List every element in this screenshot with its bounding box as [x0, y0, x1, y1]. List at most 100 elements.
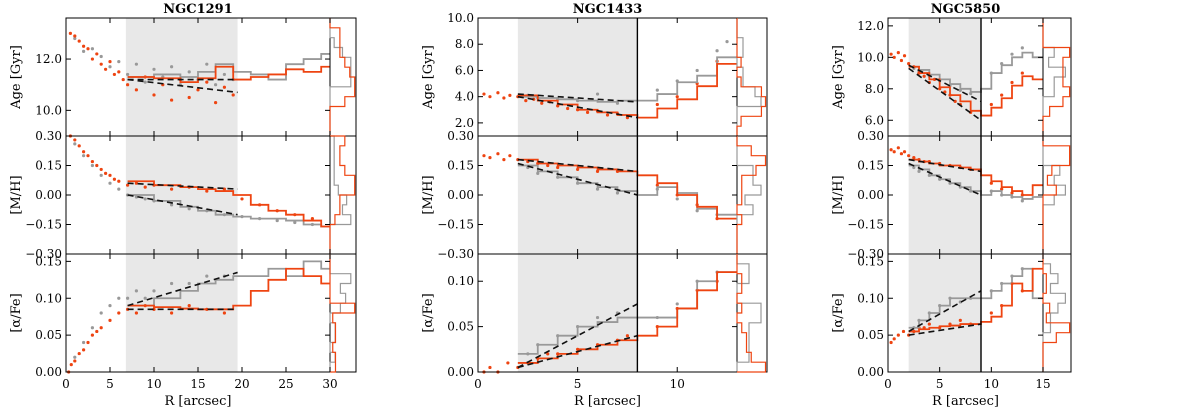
red-point [605, 113, 610, 117]
red-point [240, 197, 244, 201]
dashed-fit-line [908, 158, 982, 173]
gray-point [126, 296, 130, 300]
red-point [989, 102, 993, 107]
red-point [82, 348, 86, 352]
gray-point [82, 49, 86, 53]
gray-step-line [517, 271, 737, 355]
red-point [907, 154, 911, 158]
red-point [896, 51, 900, 55]
chart-panel-ngc5850: NGC5850 6.0 8.0 10.0 12.0 Age [Gyr] −0.30 −0.15… [831, 2, 1072, 409]
red-point [82, 44, 86, 48]
red-step-line [517, 62, 737, 119]
red-point [73, 359, 77, 363]
y-axis-label: [α/Fe] [9, 293, 24, 332]
gray-point [536, 171, 540, 175]
gray-point [187, 70, 191, 74]
y-tick-label: 12.0 [857, 19, 884, 33]
y-tick-label: 8.0 [455, 37, 474, 51]
dashed-fit-line [127, 194, 238, 216]
red-point [655, 183, 659, 187]
x-tick-label: 30 [322, 377, 337, 391]
dashed-fit-line [127, 182, 238, 190]
x-tick-label: 10 [146, 377, 161, 391]
y-tick-label: 0.15 [857, 254, 884, 268]
gray-point [187, 281, 191, 286]
red-point [546, 163, 550, 168]
gray-point [222, 72, 226, 77]
gray-step-line [517, 56, 737, 103]
subplot-row-1: −0.30 −0.15 0.00 0.15 0.30 [M/H] [421, 129, 768, 261]
y-tick-label: 0.30 [857, 129, 884, 143]
y-tick-label: −0.15 [437, 218, 474, 232]
gray-point [73, 36, 77, 41]
red-point [68, 31, 72, 35]
x-axis-label: R [arcsec] [932, 394, 999, 409]
red-point [566, 106, 570, 111]
red-step-line [908, 65, 1043, 117]
gray-histogram [736, 18, 762, 136]
dashed-fit-line [908, 64, 982, 103]
gray-point [99, 173, 103, 177]
y-tick-label: 0.00 [447, 365, 474, 379]
red-point [222, 311, 226, 315]
gray-point [82, 340, 86, 345]
subplot-row-1: −0.30 −0.15 0.00 0.15 0.30 [M/H] [831, 129, 1072, 261]
y-tick-label: 0.00 [857, 365, 884, 379]
gray-point [134, 195, 138, 199]
red-point [69, 363, 73, 367]
gray-point [1010, 52, 1014, 56]
red-point [77, 351, 81, 356]
red-point [892, 150, 896, 154]
red-point [187, 304, 191, 308]
chart-title: NGC1291 [163, 2, 233, 17]
red-point [73, 138, 77, 142]
red-point [108, 60, 112, 64]
y-tick-label: 0.30 [447, 129, 474, 143]
gray-point [675, 302, 679, 306]
gray-point [205, 62, 209, 66]
gray-histogram [736, 254, 762, 372]
red-step-line [127, 267, 330, 311]
gray-point [595, 92, 600, 96]
gray-point [90, 163, 94, 168]
x-tick-label: 20 [234, 377, 249, 391]
gray-point [715, 49, 719, 53]
gray-point [108, 181, 112, 185]
red-histogram [329, 254, 356, 373]
gray-point [1020, 199, 1024, 203]
y-tick-label: 0.10 [447, 274, 474, 288]
red-point [99, 326, 103, 330]
gray-point [170, 65, 174, 69]
y-tick-label: 0.00 [35, 365, 62, 379]
red-point [86, 154, 90, 158]
gray-histogram [1042, 254, 1066, 372]
red-point [585, 110, 590, 114]
dashed-fit-line [908, 323, 982, 336]
red-point [901, 329, 906, 334]
dashed-fit-line [908, 67, 982, 121]
gray-point [99, 54, 103, 59]
red-point [95, 329, 99, 334]
red-point [508, 93, 512, 97]
x-tick-label: 5 [936, 377, 944, 391]
red-point [134, 181, 138, 185]
subplot-row-0: 10.0 12.0 Age [Gyr] [9, 17, 357, 137]
y-tick-label: −0.30 [437, 247, 474, 261]
red-point [222, 187, 226, 191]
shaded-region [908, 254, 981, 372]
red-point [488, 95, 492, 99]
x-axis-label: R [arcsec] [574, 394, 641, 409]
red-point [104, 67, 108, 71]
red-histogram [1042, 136, 1071, 254]
subplot-row-2: 0.00 0.05 0.10 0.15 [α/Fe] [9, 253, 357, 379]
gray-step-line [127, 53, 330, 81]
dashed-fit-line [127, 78, 238, 94]
y-tick-label: 10.0 [447, 11, 474, 25]
y-tick-label: 0.05 [857, 328, 884, 342]
red-point [508, 154, 512, 158]
y-axis-label: Age [Gyr] [421, 45, 436, 110]
gray-histogram [736, 136, 762, 254]
gray-point [675, 197, 679, 201]
gray-step-line [127, 194, 330, 228]
